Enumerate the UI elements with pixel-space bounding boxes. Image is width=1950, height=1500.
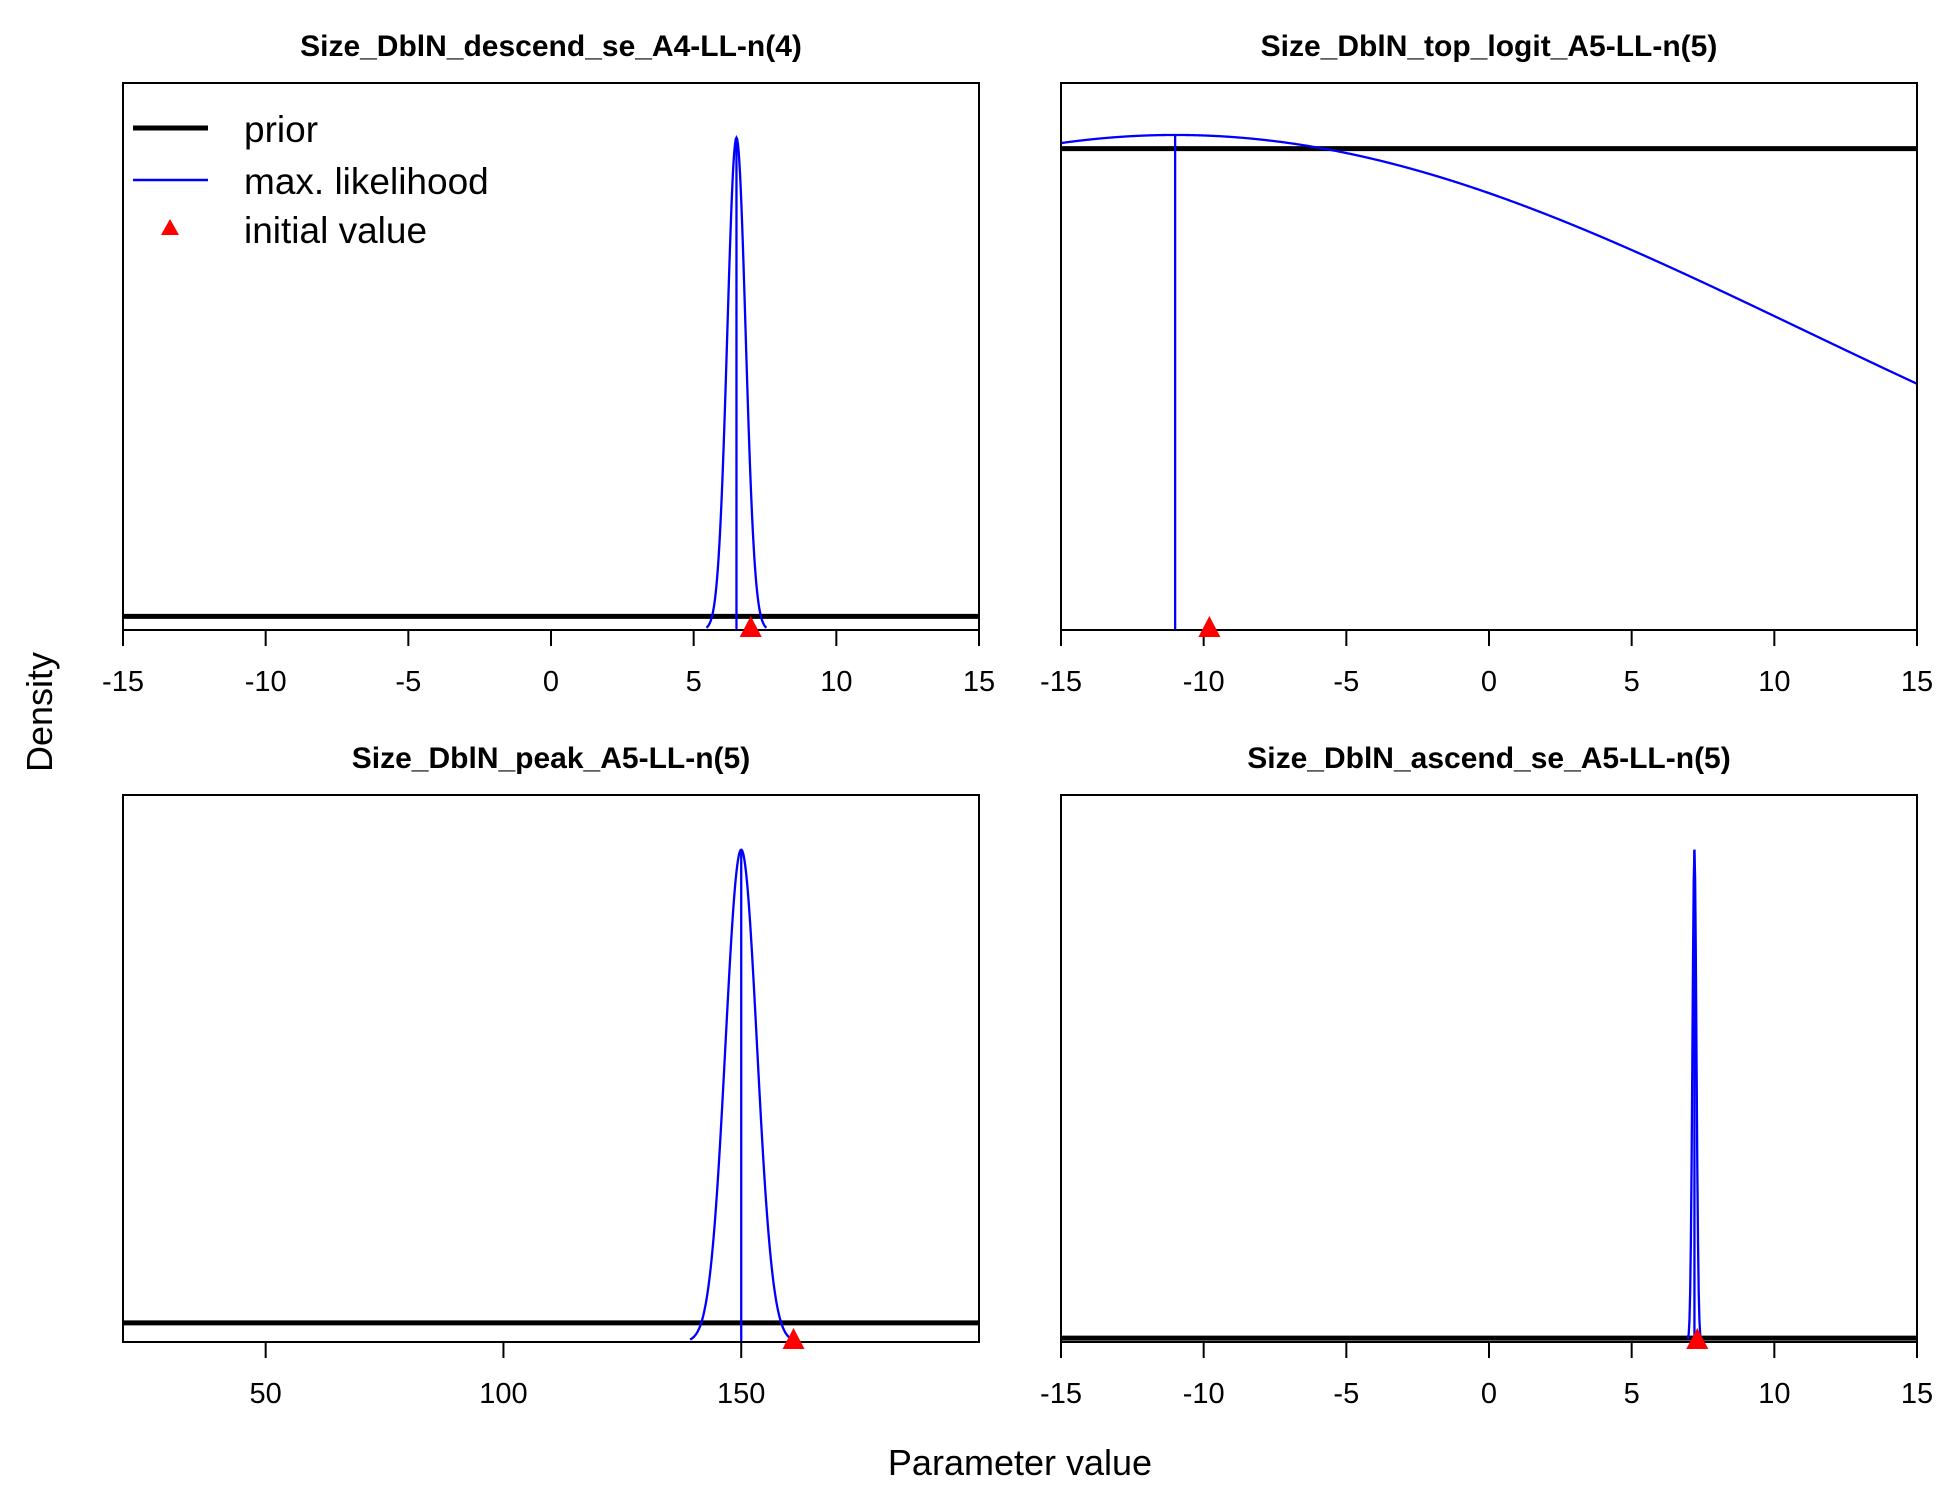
x-tick-label: -15 [1040,1378,1082,1410]
panel-box [122,794,980,1343]
panel-4: Size_DblN_ascend_se_A5-LL-n(5) -15 -10 -5 0 5… [1040,742,1933,1410]
x-tick-label: -5 [395,666,421,698]
x-tick-label: 15 [1901,1378,1933,1410]
x-axis: -15 -10 -5 0 5 10 15 [1040,629,1933,698]
legend-initial-label: initial value [244,210,427,251]
x-tick-label: 100 [479,1378,527,1410]
panel-title: Size_DblN_descend_se_A4-LL-n(4) [300,30,802,63]
x-tick-label: 50 [250,1378,282,1410]
legend: prior max. likelihood initial value [133,109,489,251]
panel-1: Size_DblN_descend_se_A4-LL-n(4) -15 -10 -5 0… [102,30,995,698]
x-tick-label: 10 [820,666,852,698]
x-tick-label: -15 [1040,666,1082,698]
x-tick-label: 150 [717,1378,765,1410]
x-tick-label: -10 [245,666,287,698]
x-tick-label: 5 [686,666,702,698]
x-tick-label: 0 [543,666,559,698]
x-tick-label: 5 [1624,666,1640,698]
initial-value-marker [1198,616,1221,637]
initial-value-marker [1686,1328,1709,1349]
x-tick-label: -5 [1333,666,1359,698]
x-axis: 50 100 150 [250,1341,765,1410]
panel-title: Size_DblN_peak_A5-LL-n(5) [352,742,750,775]
panel-title: Size_DblN_top_logit_A5-LL-n(5) [1261,30,1718,63]
x-tick-label: -10 [1183,666,1225,698]
x-tick-label: -15 [102,666,144,698]
panels: Size_DblN_descend_se_A4-LL-n(4) -15 -10 -5 0… [102,30,1933,1410]
x-tick-label: 10 [1758,666,1790,698]
x-tick-label: 0 [1481,666,1497,698]
x-tick-label: 15 [963,666,995,698]
legend-initial-swatch [161,219,179,235]
x-tick-label: 5 [1624,1378,1640,1410]
panel-box [1060,82,1918,631]
x-tick-label: 0 [1481,1378,1497,1410]
legend-prior-label: prior [244,109,318,150]
panel-2: Size_DblN_top_logit_A5-LL-n(5) -15 -10 -5 0 5… [1040,30,1933,698]
x-tick-label: 10 [1758,1378,1790,1410]
panel-3: Size_DblN_peak_A5-LL-n(5) 50 100 150 [122,742,980,1410]
x-tick-label: 15 [1901,666,1933,698]
panel-title: Size_DblN_ascend_se_A5-LL-n(5) [1247,742,1731,775]
x-tick-label: -10 [1183,1378,1225,1410]
x-tick-label: -5 [1333,1378,1359,1410]
x-axis-label: Parameter value [888,1442,1152,1483]
panel-box [1060,794,1918,1343]
initial-value-marker [782,1328,805,1349]
x-axis: -15 -10 -5 0 5 10 15 [1040,1341,1933,1410]
initial-value-marker [739,616,762,637]
y-axis-label: Density [19,652,60,772]
mle-curve [1061,133,1917,385]
x-axis: -15 -10 -5 0 5 10 15 [102,629,995,698]
legend-mle-label: max. likelihood [244,161,489,202]
